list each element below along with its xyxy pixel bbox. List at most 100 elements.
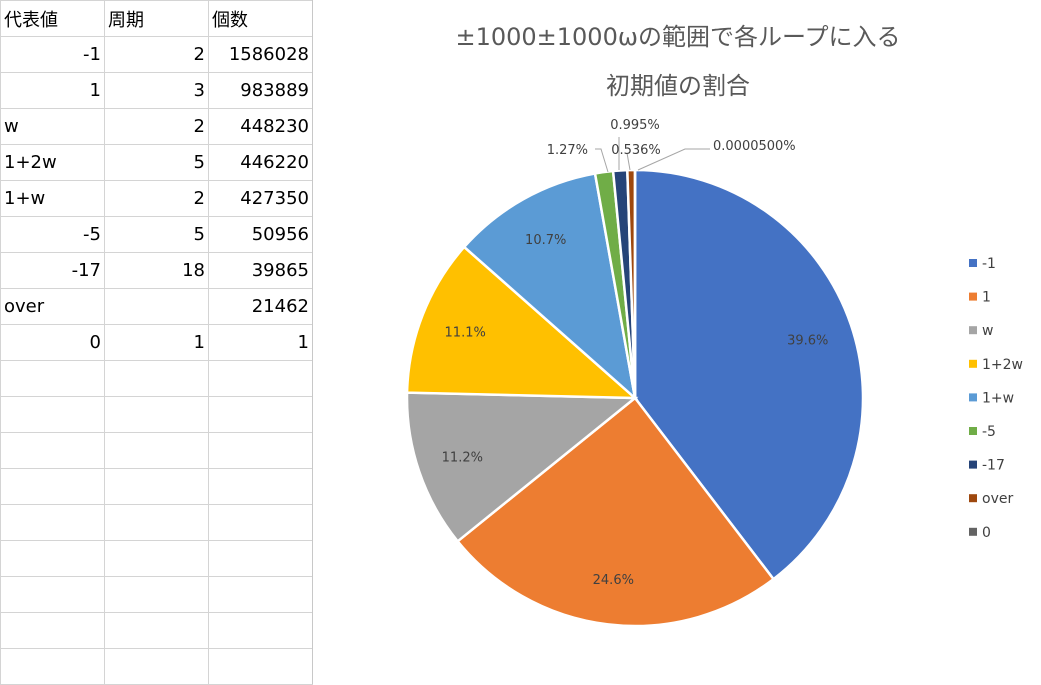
legend-swatch-7 (969, 494, 977, 502)
legend-entry-1: 1 (982, 290, 991, 306)
legend-entry-0: -1 (982, 256, 996, 272)
empty-cell[interactable] (1, 613, 105, 649)
empty-cell[interactable] (209, 469, 313, 505)
data-label-0: 39.6% (787, 334, 828, 349)
legend-entry-3: 1+2w (982, 357, 1023, 373)
data-label-1: 24.6% (593, 573, 634, 588)
cell-count[interactable]: 50956 (209, 217, 313, 253)
cell-period[interactable]: 5 (105, 217, 209, 253)
empty-row (1, 469, 313, 505)
empty-row (1, 397, 313, 433)
cell-period[interactable]: 2 (105, 37, 209, 73)
legend-entry-5: -5 (982, 424, 996, 440)
data-label-4: 10.7% (525, 233, 566, 248)
empty-cell[interactable] (105, 469, 209, 505)
cell-period[interactable]: 2 (105, 109, 209, 145)
header-row: 代表値 周期 個数 (1, 1, 313, 37)
cell-rep[interactable]: 1+2w (1, 145, 105, 181)
legend-swatch-4 (969, 393, 977, 401)
empty-cell[interactable] (209, 649, 313, 685)
legend-swatch-6 (969, 461, 977, 469)
cell-rep[interactable]: -1 (1, 37, 105, 73)
empty-cell[interactable] (105, 433, 209, 469)
empty-row (1, 433, 313, 469)
cell-rep[interactable]: -5 (1, 217, 105, 253)
empty-cell[interactable] (209, 613, 313, 649)
cell-period[interactable]: 1 (105, 325, 209, 361)
cell-count[interactable]: 448230 (209, 109, 313, 145)
legend-swatch-0 (969, 259, 977, 267)
empty-cell[interactable] (105, 613, 209, 649)
empty-cell[interactable] (1, 433, 105, 469)
header-cell-count[interactable]: 個数 (209, 1, 313, 37)
cell-rep[interactable]: 1 (1, 73, 105, 109)
legend-entry-7: over (982, 491, 1013, 507)
table-row: over 21462 (1, 289, 313, 325)
cell-rep[interactable]: over (1, 289, 105, 325)
cell-count[interactable]: 1586028 (209, 37, 313, 73)
empty-row (1, 361, 313, 397)
legend-swatch-8 (969, 528, 977, 536)
cell-period[interactable]: 5 (105, 145, 209, 181)
empty-cell[interactable] (105, 577, 209, 613)
empty-cell[interactable] (1, 505, 105, 541)
cell-count[interactable]: 983889 (209, 73, 313, 109)
empty-cell[interactable] (1, 397, 105, 433)
empty-cell[interactable] (105, 397, 209, 433)
empty-cell[interactable] (209, 505, 313, 541)
cell-rep[interactable]: w (1, 109, 105, 145)
cell-rep[interactable]: -17 (1, 253, 105, 289)
data-label-6: 0.995% (610, 118, 660, 133)
empty-cell[interactable] (1, 541, 105, 577)
header-cell-period[interactable]: 周期 (105, 1, 209, 37)
cell-period[interactable]: 3 (105, 73, 209, 109)
legend-swatch-5 (969, 427, 977, 435)
empty-cell[interactable] (1, 649, 105, 685)
empty-cell[interactable] (105, 649, 209, 685)
cell-rep[interactable]: 1+w (1, 181, 105, 217)
data-label-8: 0.0000500% (713, 139, 796, 154)
empty-cell[interactable] (105, 541, 209, 577)
empty-cell[interactable] (1, 361, 105, 397)
legend-entry-2: w (982, 323, 993, 339)
empty-cell[interactable] (105, 361, 209, 397)
empty-cell[interactable] (209, 577, 313, 613)
cell-rep[interactable]: 0 (1, 325, 105, 361)
cell-period[interactable]: 18 (105, 253, 209, 289)
cell-count[interactable]: 427350 (209, 181, 313, 217)
data-label-3: 11.1% (445, 325, 486, 340)
cell-count[interactable]: 39865 (209, 253, 313, 289)
pie-chart: ±1000±1000ωの範囲で各ループに入る 初期値の割合 39.6%24.6%… (313, 0, 1041, 684)
empty-cell[interactable] (1, 469, 105, 505)
chart-title-line-1: ±1000±1000ωの範囲で各ループに入る (455, 23, 900, 51)
empty-cell[interactable] (209, 541, 313, 577)
empty-row (1, 613, 313, 649)
empty-cell[interactable] (105, 505, 209, 541)
chart-panel[interactable]: ±1000±1000ωの範囲で各ループに入る 初期値の割合 39.6%24.6%… (312, 0, 1041, 684)
cell-period[interactable] (105, 289, 209, 325)
cell-count[interactable]: 446220 (209, 145, 313, 181)
empty-cell[interactable] (209, 433, 313, 469)
legend-swatch-1 (969, 293, 977, 301)
empty-cell[interactable] (1, 577, 105, 613)
empty-cell[interactable] (209, 397, 313, 433)
legend-swatch-3 (969, 360, 977, 368)
leader-line-5 (595, 149, 608, 172)
cell-count[interactable]: 1 (209, 325, 313, 361)
header-cell-rep[interactable]: 代表値 (1, 1, 105, 37)
empty-cell[interactable] (209, 361, 313, 397)
legend-entry-8: 0 (982, 525, 991, 541)
cell-period[interactable]: 2 (105, 181, 209, 217)
data-label-7: 0.536% (611, 143, 661, 158)
legend-swatch-2 (969, 326, 977, 334)
cell-count[interactable]: 21462 (209, 289, 313, 325)
